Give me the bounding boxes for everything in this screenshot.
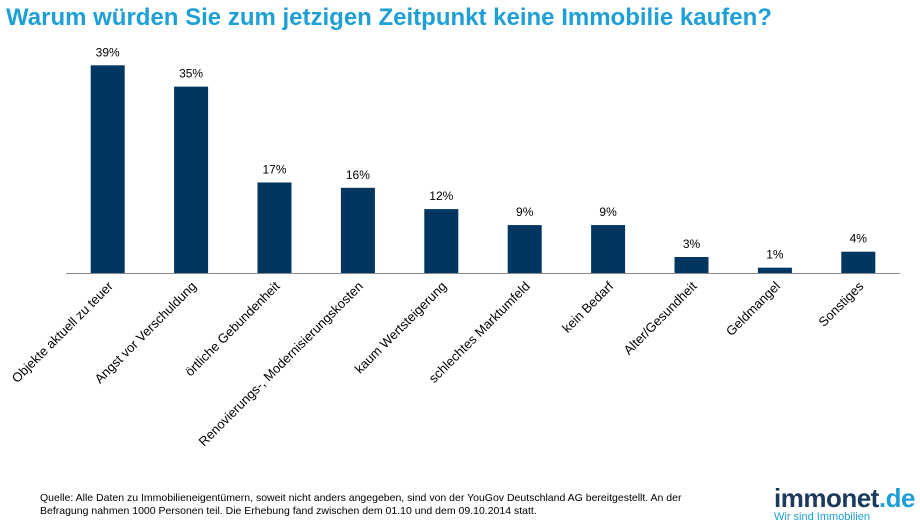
value-label-10: 4%	[850, 232, 868, 246]
bar-4	[340, 187, 375, 273]
category-label-3: örtliche Gebundenheit	[182, 278, 283, 379]
category-label-10: Sonstiges	[815, 278, 866, 329]
bar-3	[257, 182, 292, 273]
value-label-1: 39%	[96, 45, 120, 59]
category-label-8: Alter/Gesundheit	[621, 278, 700, 357]
category-label-5: kaum Wertsteigerung	[352, 279, 450, 377]
source-note: Quelle: Alle Daten zu Immobilieneigentüm…	[40, 492, 720, 518]
value-label-8: 3%	[683, 237, 701, 251]
bar-9	[757, 267, 792, 273]
value-label-4: 16%	[346, 168, 370, 182]
logo-wordmark: immonet.de	[774, 483, 915, 513]
bar-6	[507, 225, 542, 273]
value-label-6: 9%	[516, 205, 534, 219]
logo-tagline: Wir sind Immobilien	[774, 511, 870, 523]
value-label-7: 9%	[599, 205, 617, 219]
bar-5	[424, 209, 459, 273]
chart-title: Warum würden Sie zum jetzigen Zeitpunkt …	[6, 4, 772, 31]
immonet-logo: immonet.de Wir sind Immobilien	[774, 484, 915, 523]
value-label-3: 17%	[262, 162, 286, 176]
value-label-2: 35%	[179, 67, 203, 81]
value-label-9: 1%	[766, 248, 784, 262]
category-label-4: Renovierungs-, Modernisierungskosten	[195, 279, 366, 450]
bar-2	[174, 86, 209, 273]
bar-10	[841, 251, 876, 273]
bar-1	[90, 65, 125, 273]
category-label-9: Geldmangel	[723, 278, 783, 338]
source-line-1: Quelle: Alle Daten zu Immobilieneigentüm…	[40, 492, 682, 504]
bar-chart: 39%35%17% 16%12%9% 9%3%1%4% Objekte aktuel…	[9, 45, 900, 450]
category-label-7: kein Bedarf	[559, 278, 616, 335]
value-label-5: 12%	[429, 189, 453, 203]
bar-7	[591, 225, 626, 273]
bar-8	[674, 257, 709, 273]
source-line-2: Befragung nahmen 1000 Personen teil. Die…	[40, 505, 537, 517]
